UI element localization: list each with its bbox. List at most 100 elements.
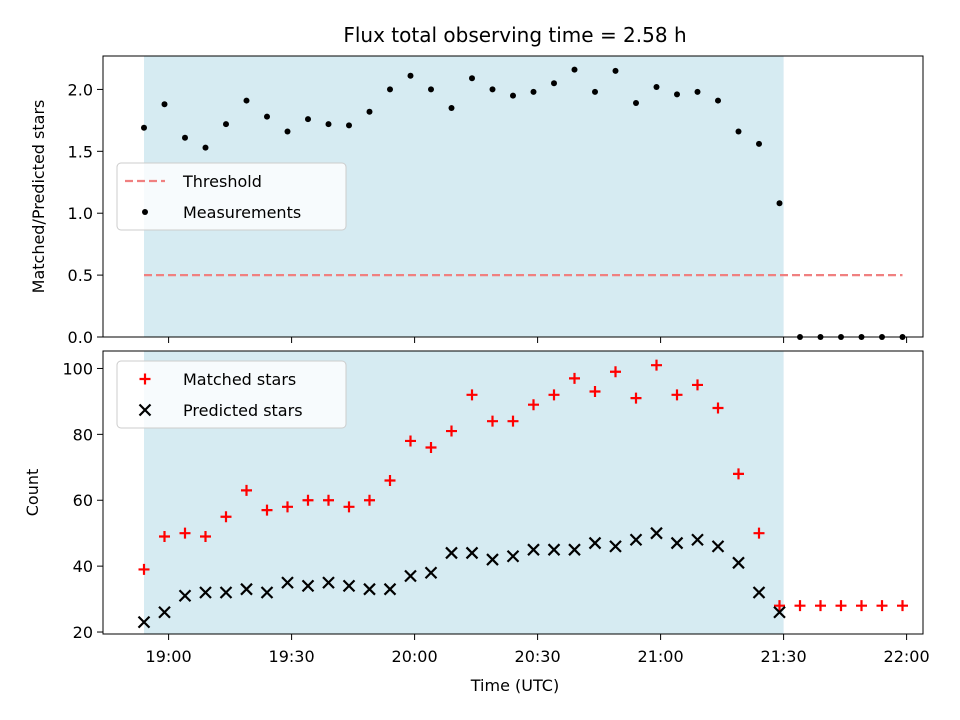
x-tick-label: 20:00 bbox=[392, 647, 438, 666]
predicted-stars-point bbox=[424, 566, 438, 579]
matched-stars-point bbox=[466, 389, 478, 401]
predicted-stars-point bbox=[609, 540, 622, 553]
measurements-point bbox=[571, 66, 578, 73]
matched-stars-point bbox=[282, 501, 293, 513]
predicted-stars-point bbox=[281, 576, 294, 589]
matched-stars-point bbox=[220, 511, 232, 523]
measurements-point bbox=[694, 88, 701, 95]
measurements-point bbox=[633, 100, 639, 107]
matched-stars-point bbox=[179, 527, 191, 539]
matched-stars-point bbox=[794, 600, 806, 612]
measurements-point bbox=[653, 83, 660, 90]
y-tick-label: 1.0 bbox=[68, 204, 93, 223]
top-panel: 0.0 0.5 1.0 1.5 2.0 Matched/Predicted stars Th… bbox=[29, 55, 924, 347]
measurements-point bbox=[141, 124, 147, 131]
legend-label-measurements: Measurements bbox=[183, 203, 301, 222]
y-tick-label: 0.5 bbox=[68, 266, 93, 285]
predicted-stars-point bbox=[752, 586, 766, 599]
predicted-stars-point bbox=[260, 586, 274, 599]
y-tick-label: 1.5 bbox=[68, 142, 93, 161]
matched-stars-point bbox=[200, 530, 211, 542]
predicted-stars-point bbox=[670, 536, 684, 550]
matched-stars-point bbox=[548, 389, 560, 401]
y-axis-label: Count bbox=[23, 469, 42, 517]
measurements-point bbox=[346, 122, 352, 129]
y-tick-label: 80 bbox=[73, 425, 93, 444]
predicted-stars-point bbox=[711, 540, 725, 553]
matched-stars-point bbox=[569, 372, 580, 384]
predicted-stars-point bbox=[383, 582, 397, 596]
legend-box bbox=[116, 162, 347, 231]
matched-stars-point bbox=[856, 600, 867, 612]
predicted-stars-point bbox=[404, 569, 417, 583]
axes-frame bbox=[102, 55, 924, 338]
matched-stars-point bbox=[405, 435, 416, 447]
matched-stars-point bbox=[302, 494, 314, 506]
measurements-point bbox=[469, 75, 475, 82]
x-tick-label: 19:00 bbox=[146, 647, 192, 666]
chart-title: Flux total observing time = 2.58 h bbox=[343, 23, 686, 47]
measurements-point bbox=[182, 134, 188, 141]
predicted-stars-point bbox=[178, 589, 192, 603]
matched-stars-point bbox=[323, 494, 334, 506]
measurements-point bbox=[715, 97, 721, 104]
y-tick-label: 40 bbox=[73, 557, 93, 576]
matched-stars-point bbox=[835, 600, 847, 612]
axes-frame bbox=[102, 350, 924, 635]
matched-stars-point bbox=[610, 366, 621, 378]
measurements-point bbox=[305, 116, 311, 123]
y-tick-label: 2.0 bbox=[68, 80, 93, 99]
predicted-stars-point bbox=[322, 576, 335, 589]
predicted-stars-point bbox=[301, 579, 315, 593]
predicted-stars-point bbox=[691, 533, 704, 547]
predicted-stars-point bbox=[342, 579, 356, 593]
bottom-panel: 20 40 60 80 100 19:00 19:30 20:00 20:30 21:00 21:3… bbox=[23, 350, 930, 666]
legend-swatch-measurements bbox=[142, 209, 148, 215]
predicted-stars-point bbox=[486, 553, 499, 566]
legend-swatch-matched-stars bbox=[139, 373, 151, 385]
matched-stars-point bbox=[241, 484, 252, 496]
predicted-stars-point bbox=[137, 615, 151, 629]
measurements-point bbox=[756, 140, 762, 147]
predicted-stars-point bbox=[547, 543, 561, 556]
matched-stars-point bbox=[815, 600, 826, 612]
matched-stars-point bbox=[446, 425, 457, 437]
measurements-point bbox=[612, 67, 619, 74]
y-tick-label: 0.0 bbox=[68, 328, 93, 347]
predicted-stars-point bbox=[465, 546, 479, 560]
predicted-stars-point bbox=[629, 533, 643, 547]
legend-swatch-predicted-stars bbox=[138, 403, 152, 417]
measurements-point bbox=[407, 72, 414, 79]
matched-stars-point bbox=[589, 386, 601, 398]
matched-stars-point bbox=[343, 501, 355, 513]
measurements-point bbox=[551, 80, 557, 87]
measurements-point bbox=[428, 86, 434, 93]
matched-stars-point bbox=[876, 600, 888, 612]
y-axis-label: Matched/Predicted stars bbox=[29, 100, 48, 294]
x-axis-label: Time (UTC) bbox=[470, 676, 559, 695]
measurements-point bbox=[387, 86, 393, 93]
y-tick-label: 20 bbox=[73, 623, 93, 642]
y-tick-label: 60 bbox=[73, 491, 93, 510]
predicted-stars-point bbox=[445, 546, 458, 560]
predicted-stars-point bbox=[363, 582, 376, 596]
matched-stars-point bbox=[774, 600, 785, 612]
y-tick-label: 100 bbox=[62, 359, 93, 378]
matched-stars-point bbox=[364, 494, 375, 506]
measurements-point bbox=[325, 121, 332, 128]
matched-stars-point bbox=[138, 563, 150, 575]
matched-stars-point bbox=[692, 379, 703, 391]
matched-stars-point bbox=[528, 399, 539, 411]
predicted-stars-point bbox=[527, 543, 540, 556]
measurements-point bbox=[510, 92, 516, 99]
measurements-point bbox=[735, 128, 742, 135]
measurements-point bbox=[202, 144, 209, 151]
matched-stars-point bbox=[507, 415, 519, 427]
legend-box bbox=[116, 360, 347, 429]
matched-stars-point bbox=[733, 468, 744, 480]
matched-stars-point bbox=[159, 530, 170, 542]
legend-label-matched-stars: Matched stars bbox=[183, 370, 296, 389]
predicted-stars-point bbox=[773, 605, 786, 619]
measurements-point bbox=[284, 128, 291, 135]
